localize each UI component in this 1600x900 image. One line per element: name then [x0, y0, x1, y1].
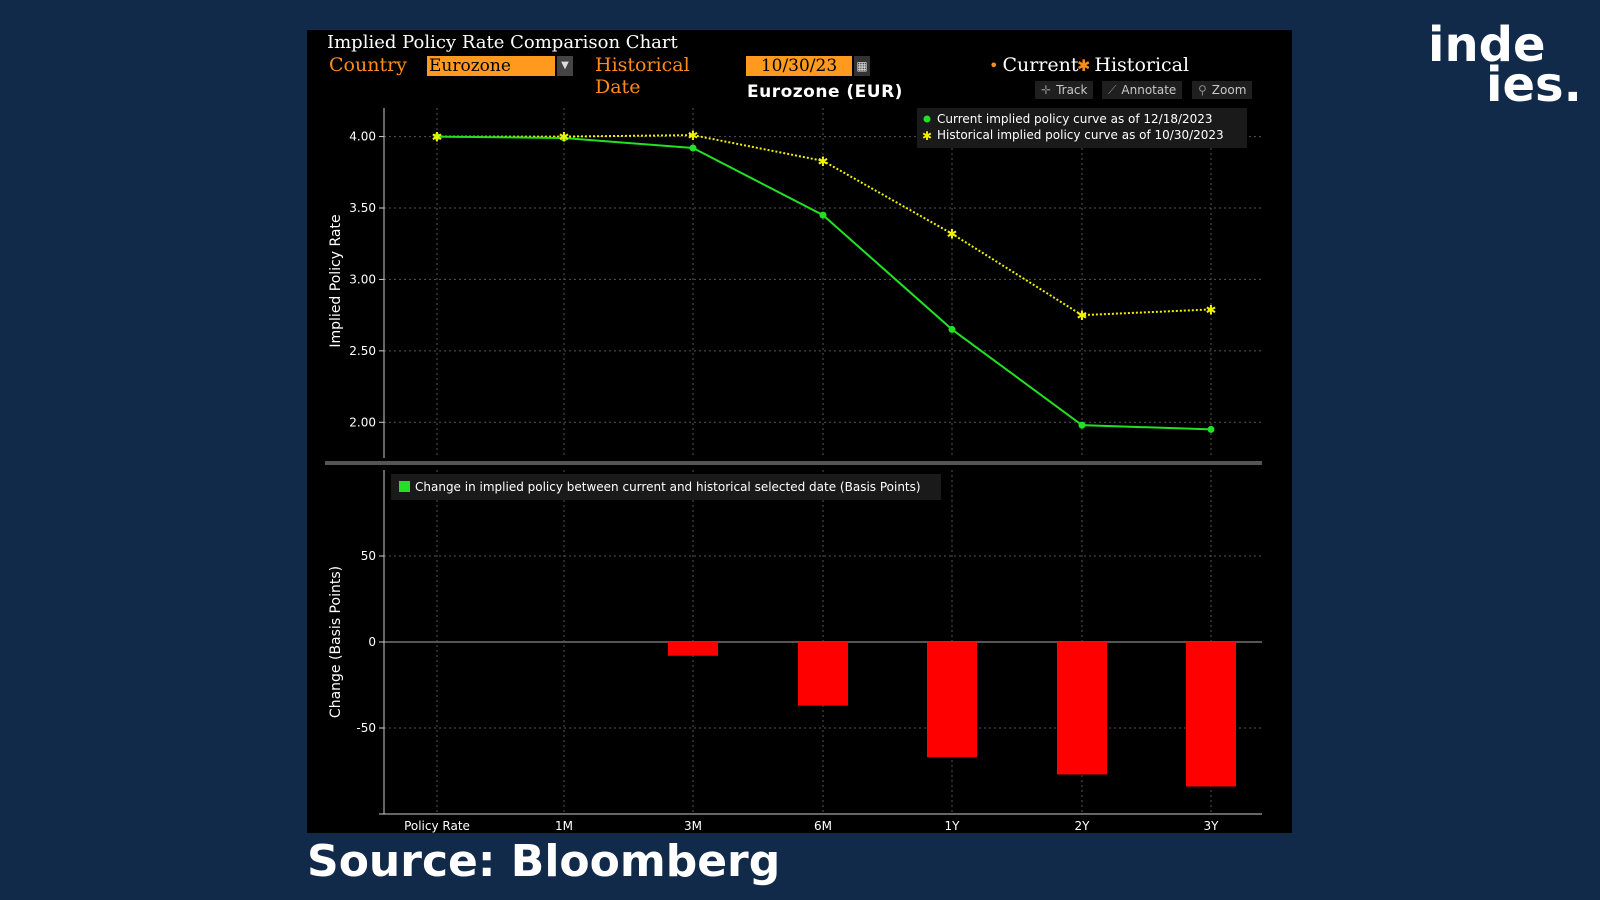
source-note: Source: Bloomberg [307, 836, 781, 887]
historical-point: ✱ [1206, 303, 1217, 318]
track-label: Track [1056, 83, 1088, 97]
pencil-icon: ⟋ [1108, 83, 1117, 97]
historical-date-input[interactable]: 10/30/23 [746, 56, 852, 76]
crosshair-icon: ✛ [1041, 83, 1052, 97]
panel-title: Implied Policy Rate Comparison Chart [327, 32, 678, 53]
chart-canvas: 2.00 2.50 3.00 3.50 4.00 Implied Policy Rate ✱… [325, 108, 1262, 833]
bar-legend-box [391, 474, 941, 500]
change-bar [1186, 642, 1236, 787]
y-tick-label: 3.50 [349, 201, 376, 215]
chart-subtitle: Eurozone (EUR) [747, 82, 903, 102]
country-select[interactable]: Eurozone [427, 56, 555, 76]
inderes-logo: inde ies. [1428, 21, 1582, 113]
y-axis-title: Change (Basis Points) [328, 566, 344, 718]
current-point [819, 211, 827, 219]
current-point [1207, 425, 1215, 433]
zoom-button[interactable]: ⚲ Zoom [1192, 81, 1253, 99]
track-button[interactable]: ✛ Track [1035, 81, 1094, 99]
x-tick-label: 3Y [1204, 819, 1220, 833]
y-tick-label: 2.00 [349, 415, 376, 429]
x-tick-label: Policy Rate [404, 819, 470, 833]
change-bar [927, 642, 977, 758]
country-label: Country [329, 54, 407, 76]
y-tick-label: 0 [368, 635, 376, 649]
historical-point: ✱ [947, 228, 958, 243]
y-tick-label: 3.00 [349, 272, 376, 286]
y-tick-label: 2.50 [349, 344, 376, 358]
current-point [560, 134, 568, 142]
x-tick-label: 6M [814, 819, 832, 833]
current-series-line [436, 135, 1212, 431]
current-point [689, 144, 697, 152]
x-tick-label: 2Y [1075, 819, 1091, 833]
annotate-button[interactable]: ⟋ Annotate [1102, 81, 1183, 99]
logo-line2: ies. [1486, 57, 1582, 113]
change-bar [668, 642, 718, 656]
pane-splitter [325, 461, 1262, 465]
historical-date-label: Historical Date [595, 54, 690, 98]
y-tick-label: 4.00 [349, 130, 376, 144]
line-legend-box [917, 108, 1247, 148]
magnifier-icon: ⚲ [1198, 83, 1207, 97]
change-bar [798, 642, 848, 706]
y-tick-label: 50 [361, 549, 376, 563]
annotate-label: Annotate [1121, 83, 1177, 97]
chevron-down-icon[interactable]: ▼ [557, 56, 573, 76]
legend-current-swatch [923, 115, 931, 123]
toggle-historical[interactable]: ✱ Historical [1077, 54, 1189, 76]
historical-point: ✱ [432, 131, 443, 146]
current-point [433, 133, 441, 141]
x-tick-label: 1M [555, 819, 573, 833]
toggle-current-label: Current [1002, 54, 1079, 76]
x-tick-label: 1Y [945, 819, 961, 833]
historical-point: ✱ [688, 129, 699, 144]
historical-series-line [437, 134, 1212, 317]
zoom-label: Zoom [1211, 83, 1247, 97]
historical-point: ✱ [559, 131, 570, 146]
current-point [948, 325, 956, 333]
historical-point: ✱ [1077, 309, 1088, 324]
legend-historical-swatch: ✱ [922, 129, 932, 143]
dot-icon: • [989, 56, 999, 75]
legend-current-label: Current implied policy curve as of 12/18… [937, 112, 1213, 126]
y-tick-label: -50 [356, 721, 376, 735]
toggle-current[interactable]: • Current [989, 54, 1079, 76]
logo-line1: inde [1428, 17, 1546, 73]
bar-legend-label: Change in implied policy between current… [415, 480, 921, 494]
legend-historical-label: Historical implied policy curve as of 10… [937, 128, 1224, 142]
asterisk-icon: ✱ [1077, 56, 1091, 75]
historical-point: ✱ [818, 155, 829, 170]
chart-panel: Implied Policy Rate Comparison Chart Cou… [307, 30, 1292, 833]
toggle-historical-label: Historical [1094, 54, 1190, 76]
change-bar [1057, 642, 1107, 775]
x-tick-label: 3M [684, 819, 702, 833]
current-point [1078, 421, 1086, 429]
y-axis-title: Implied Policy Rate [328, 214, 344, 347]
calendar-icon[interactable]: ▦ [854, 56, 870, 76]
bar-legend-swatch [399, 481, 410, 492]
